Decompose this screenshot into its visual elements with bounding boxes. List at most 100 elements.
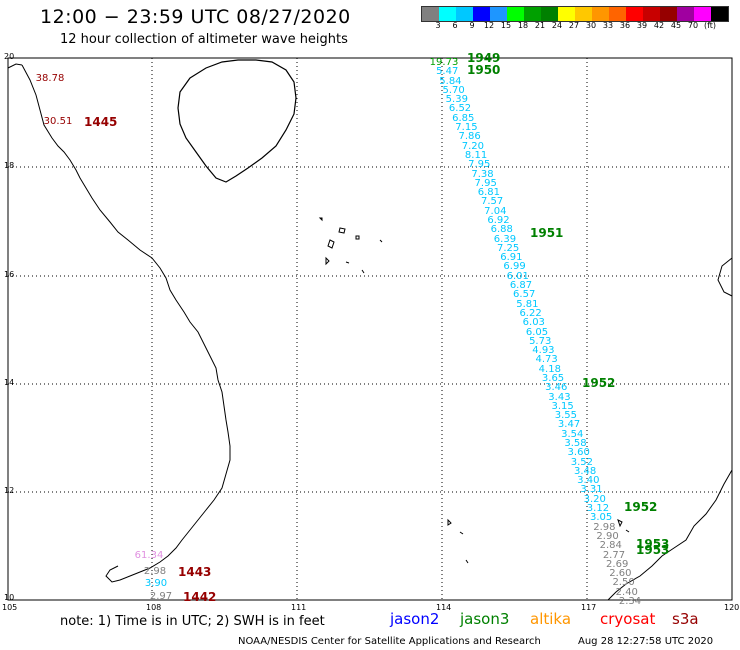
legend-swatch <box>422 7 439 21</box>
swh-value: 2.77 <box>602 549 626 561</box>
swh-value: 3.58 <box>564 438 587 450</box>
swh-value: 6.87 <box>509 280 533 292</box>
legend-swatch <box>473 7 490 21</box>
swh-value: 7.04 <box>484 205 507 217</box>
legend-swatch <box>575 7 592 21</box>
borneo-coastline <box>607 469 733 601</box>
vietnam-coast-north <box>7 63 23 69</box>
swh-value: 19.73 <box>429 57 459 68</box>
swh-value: 7.95 <box>474 177 497 189</box>
legend-swatch <box>643 7 660 21</box>
legend-swatch <box>660 7 677 21</box>
generated-timestamp: Aug 28 12:27:58 UTC 2020 <box>578 636 714 647</box>
pass-time: 1952 <box>582 376 616 390</box>
swh-value: 3.15 <box>551 400 574 412</box>
swh-value: 6.22 <box>519 307 542 319</box>
satellite-label-jason2: jason2 <box>390 610 440 628</box>
legend-tick-label: 3 <box>435 21 441 30</box>
legend-swatch <box>507 7 524 21</box>
satellite-label-cryosat: cryosat <box>600 610 656 628</box>
legend-swatch <box>558 7 575 21</box>
legend-tick-label: 70 <box>687 21 699 30</box>
lat-label: 14 <box>4 378 15 387</box>
swh-value: 3.46 <box>545 382 568 394</box>
legend-swatch <box>490 7 507 21</box>
swh-value: 6.91 <box>500 252 523 264</box>
swh-value: 5.70 <box>442 84 465 96</box>
swh-value: 3.48 <box>573 465 597 477</box>
swh-value: 3.43 <box>548 391 571 403</box>
swh-value: 3.20 <box>583 493 606 505</box>
pass-time: 1443 <box>178 565 212 579</box>
pass-time: 1442 <box>183 590 217 604</box>
legend-tick-label: 33 <box>602 21 614 30</box>
legend-tick-label: 9 <box>469 21 475 30</box>
swh-value: 3.05 <box>589 512 613 524</box>
map-frame <box>7 57 733 601</box>
legend-swatch <box>711 7 728 21</box>
pass-time: 1952 <box>624 500 658 514</box>
swh-value: 6.39 <box>493 233 517 245</box>
swh-value: 7.38 <box>471 168 494 180</box>
legend-swatch <box>541 7 558 21</box>
swh-value: 4.18 <box>538 363 561 375</box>
legend-tick-label: 30 <box>585 21 597 30</box>
vietnam-coastline <box>21 64 231 583</box>
legend-tick-label: 6 <box>452 21 458 30</box>
legend-swatch <box>677 7 694 21</box>
lat-label: 16 <box>4 270 15 279</box>
lat-label: 12 <box>4 486 15 495</box>
swh-value: 6.01 <box>506 270 529 282</box>
swh-value: 61.34 <box>134 550 164 561</box>
satellite-label-s3a: s3a <box>672 610 699 628</box>
swh-value: 5.81 <box>516 298 539 310</box>
swh-value: 6.52 <box>448 103 472 115</box>
legend-tick-label: 27 <box>568 21 580 30</box>
swh-value: 2.34 <box>618 596 642 607</box>
legend-swatch <box>592 7 609 21</box>
swh-value: 7.57 <box>480 196 504 208</box>
legend-tick-label: 42 <box>653 21 665 30</box>
swh-value: 3.47 <box>557 419 581 431</box>
legend-tick-label: 36 <box>619 21 631 30</box>
swh-value: 6.85 <box>452 112 475 124</box>
swh-value: 7.86 <box>458 131 481 143</box>
philippines-coastline <box>717 257 733 297</box>
legend-tick-label: 18 <box>517 21 529 30</box>
swh-value: 2.50 <box>612 577 635 589</box>
swh-value: 7.25 <box>496 242 520 254</box>
satellite-label-jason3: jason3 <box>460 610 510 628</box>
map-title: 12:00 − 23:59 UTC 08/27/2020 <box>40 6 351 28</box>
swh-value: 6.03 <box>522 317 545 329</box>
swh-value: 5.73 <box>529 335 552 347</box>
lon-label: 120 <box>724 603 740 612</box>
legend-tick-label: 24 <box>551 21 563 30</box>
swh-value: 2.98 <box>593 521 616 533</box>
legend-tick-label: 12 <box>483 21 495 30</box>
swh-value: 38.78 <box>35 73 65 84</box>
swh-value: 2.69 <box>606 558 629 570</box>
pass-time: 1445 <box>84 115 118 129</box>
swh-value: 2.60 <box>609 568 632 580</box>
swh-value: 2.84 <box>599 540 622 552</box>
swh-value: 6.92 <box>487 214 510 226</box>
legend-tick-label: (ft) <box>703 21 717 30</box>
swh-value: 3.31 <box>580 484 603 496</box>
swh-value: 5.47 <box>436 66 459 78</box>
legend-swatch <box>524 7 541 21</box>
swh-value: 7.15 <box>455 122 478 134</box>
legend-swatch <box>439 7 456 21</box>
swh-value: 3.60 <box>567 447 590 459</box>
swh-value: 6.05 <box>525 326 549 338</box>
pass-time: 1950 <box>467 63 501 77</box>
map-subtitle: 12 hour collection of altimeter wave hei… <box>60 32 348 47</box>
swh-value: 2.40 <box>615 586 638 598</box>
swh-value: 3.40 <box>577 475 600 487</box>
legend-swatch <box>694 7 711 21</box>
small-islands-southeast <box>447 518 630 564</box>
lon-label: 108 <box>146 603 162 612</box>
hainan-island <box>177 59 297 183</box>
swh-value: 4.93 <box>532 345 555 357</box>
lat-label: 18 <box>4 161 15 170</box>
